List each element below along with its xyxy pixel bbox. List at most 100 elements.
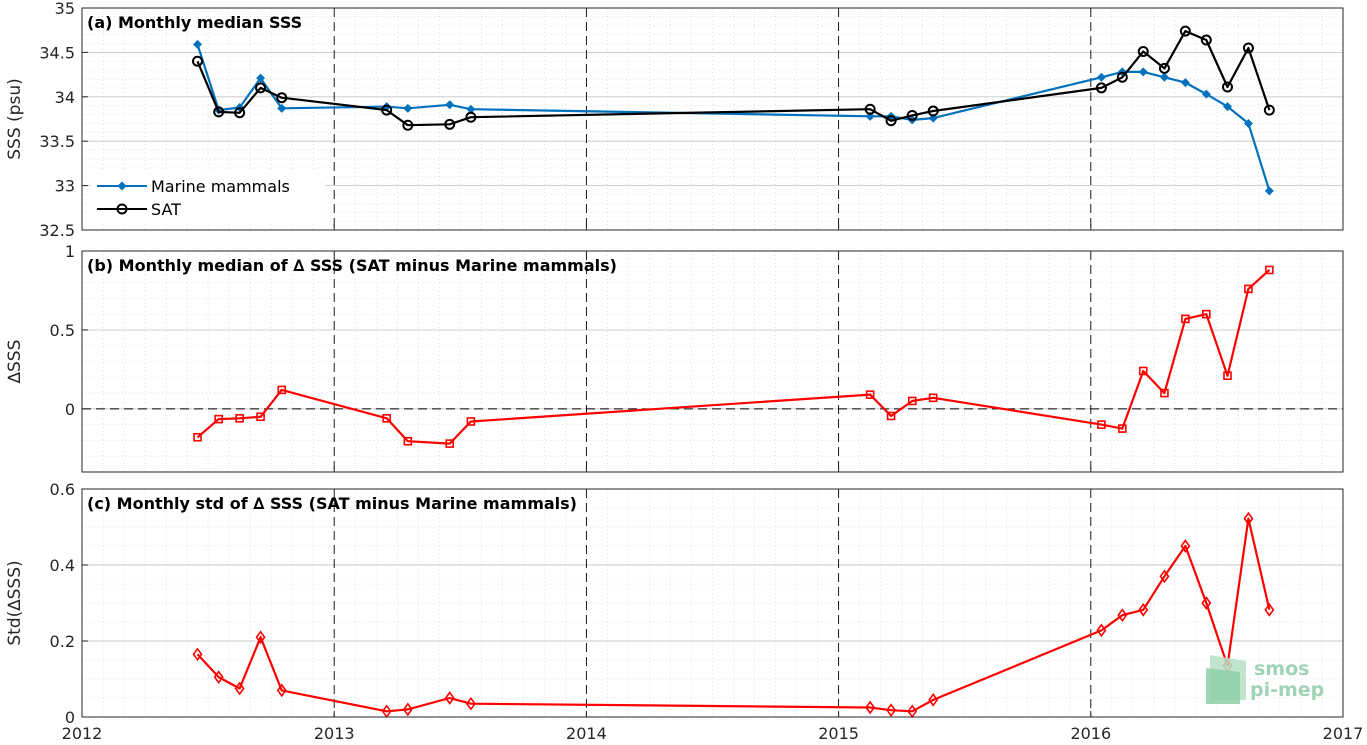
data-point-a-0 <box>445 100 455 110</box>
data-point-a-1 <box>465 111 477 123</box>
data-point-b-0 <box>1265 265 1274 275</box>
data-point-c-0 <box>928 693 939 707</box>
data-point-a-1 <box>927 105 939 117</box>
data-point-a-1 <box>885 115 897 127</box>
data-point-a-1 <box>1095 82 1107 94</box>
data-point-a-0 <box>1096 72 1106 82</box>
data-point-b-0 <box>886 411 896 421</box>
data-point-b-0 <box>445 439 455 448</box>
data-point-a-1 <box>1242 42 1254 54</box>
data-point-a-1 <box>1263 104 1275 116</box>
data-point-b-0 <box>907 396 917 406</box>
data-point-b-0 <box>256 412 265 422</box>
plot-frame <box>81 488 1344 718</box>
panel-c: 0 0.2 0.4 0.6 2012 2013 2014 2015 2016 2017 Std(∆S… <box>5 480 1363 743</box>
data-point-c-0 <box>886 703 897 718</box>
data-point-a-0 <box>1243 118 1253 128</box>
legend-label-marine: Marine mammals <box>151 177 290 196</box>
y-tick-label: 0.2 <box>50 632 75 651</box>
data-point-b-0 <box>193 432 202 442</box>
data-point-a-0 <box>403 103 413 113</box>
y-axis-label: Std(∆SSS) <box>5 560 25 645</box>
data-point-c-0 <box>1159 569 1170 584</box>
y-tick-label: 34.5 <box>39 43 75 62</box>
data-point-b-0 <box>1244 284 1253 294</box>
x-tick-label: 2016 <box>1070 724 1111 743</box>
x-tick-label: 2013 <box>314 724 355 743</box>
panel-title: (b) Monthly median of ∆ SSS (SAT minus M… <box>87 256 617 275</box>
data-point-b-0 <box>403 436 413 446</box>
x-tick-label: 2017 <box>1323 724 1364 743</box>
data-point-b-0 <box>214 414 223 424</box>
logo-text-smos: smos <box>1254 658 1309 680</box>
data-point-a-1 <box>192 55 204 67</box>
panel-title: (a) Monthly median SSS <box>87 13 302 32</box>
data-point-b-0 <box>1181 314 1190 324</box>
y-tick-label: 0 <box>65 400 75 419</box>
data-point-b-0 <box>1097 420 1106 429</box>
legend-label-sat: SAT <box>151 200 181 219</box>
data-point-c-0 <box>402 702 413 717</box>
legend-box <box>90 172 326 224</box>
data-point-b-0 <box>1118 424 1127 433</box>
data-point-a-1 <box>1158 62 1170 74</box>
data-point-c-0 <box>255 630 266 645</box>
y-tick-label: 0.4 <box>50 556 75 575</box>
data-point-b-0 <box>277 385 287 395</box>
data-point-c-0 <box>1096 623 1107 638</box>
plot-area <box>82 251 1343 472</box>
data-point-b-0 <box>1138 366 1148 376</box>
panel-b: 0 0.5 1 ∆SSS (b) Monthly median of ∆ SSS (SA… <box>5 242 1344 473</box>
plot-frame <box>81 250 1344 473</box>
data-point-b-0 <box>1202 309 1211 319</box>
x-tick-label: 2012 <box>62 724 103 743</box>
data-point-a-0 <box>466 104 476 114</box>
series-line-c-0 <box>196 517 1271 713</box>
data-point-c-0 <box>276 683 287 698</box>
data-point-c-0 <box>1201 596 1212 610</box>
data-point-a-1 <box>864 103 876 115</box>
data-point-c-0 <box>444 691 455 705</box>
x-tick-label: 2015 <box>818 724 859 743</box>
plot-frame <box>81 7 1344 231</box>
x-tick-label: 2014 <box>566 724 607 743</box>
smos-pi-mep-logo: smos pi-mep <box>1206 655 1324 704</box>
data-point-c-0 <box>865 700 876 715</box>
y-tick-label: 0 <box>65 708 75 727</box>
data-point-a-0 <box>1264 186 1274 196</box>
y-tick-label: 32.5 <box>39 221 75 240</box>
data-point-a-1 <box>276 92 288 104</box>
plot-area <box>82 489 1343 717</box>
data-point-a-1 <box>381 104 393 116</box>
data-point-a-0 <box>277 103 287 113</box>
logo-shape-front <box>1206 668 1240 704</box>
data-point-a-1 <box>402 119 414 131</box>
data-point-b-0 <box>382 414 391 423</box>
data-point-a-1 <box>1200 34 1212 46</box>
y-axis-label: SSS (psu) <box>5 78 25 159</box>
data-point-a-1 <box>213 106 225 118</box>
data-point-b-0 <box>235 414 244 423</box>
data-point-b-0 <box>865 390 875 399</box>
data-point-c-0 <box>213 670 224 684</box>
data-point-a-0 <box>1159 72 1169 82</box>
data-point-c-0 <box>1180 539 1191 553</box>
data-point-c-0 <box>192 647 203 662</box>
data-point-a-1 <box>1179 25 1191 37</box>
data-point-a-0 <box>1222 102 1232 112</box>
data-point-c-0 <box>1264 602 1275 617</box>
data-point-b-0 <box>466 417 476 426</box>
data-point-a-0 <box>1138 67 1148 77</box>
legend-marker-sat <box>116 203 128 215</box>
y-tick-label: 35 <box>55 0 75 18</box>
data-point-a-1 <box>1221 81 1233 93</box>
data-point-b-0 <box>928 393 938 403</box>
legend: Marine mammals SAT <box>90 172 326 224</box>
data-point-a-0 <box>1180 78 1190 88</box>
y-tick-label: 0.6 <box>50 480 75 499</box>
data-point-c-0 <box>1138 602 1149 617</box>
y-tick-label: 0.5 <box>50 321 75 340</box>
data-point-a-1 <box>444 118 456 130</box>
data-point-c-0 <box>1243 511 1254 526</box>
